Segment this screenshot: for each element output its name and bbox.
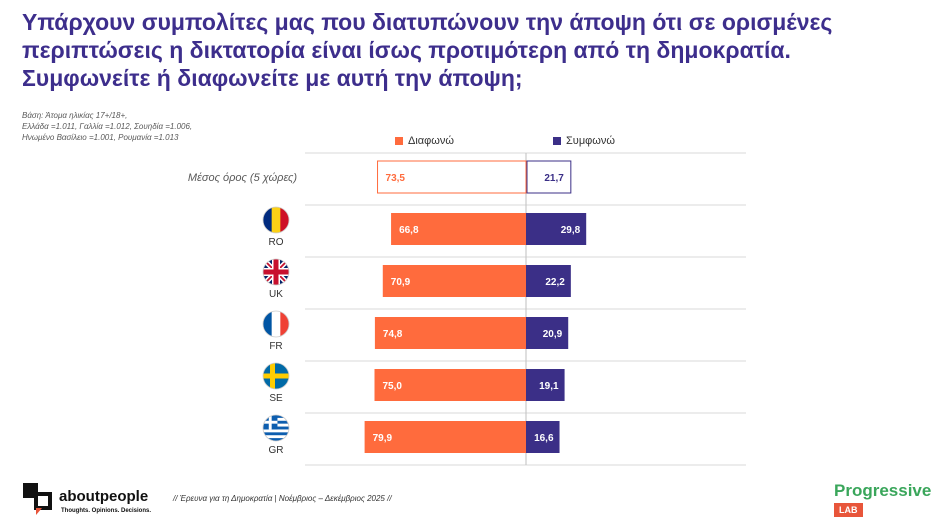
bar-agree-5: [526, 421, 560, 453]
category-label-5: GR: [269, 445, 284, 456]
brand-about: about: [59, 488, 100, 505]
bar-agree-4: [526, 369, 565, 401]
data-label-disagree-3: 74,8: [383, 329, 403, 340]
data-label-disagree-2: 70,9: [391, 277, 411, 288]
data-label-agree-2: 22,2: [545, 277, 565, 288]
brand-people: people: [99, 488, 149, 505]
data-label-disagree-1: 66,8: [399, 225, 419, 236]
survey-note: // Έρευνα για τη Δημοκρατία | Νοέμβριος …: [173, 494, 392, 503]
bar-disagree-0: [377, 160, 527, 194]
base-line-1: Βάση: Άτομα ηλικίας 17+/18+,: [22, 111, 128, 120]
bar-agree-1: [526, 213, 587, 245]
bar-agree-3: [526, 317, 569, 349]
base-line-2: Ελλάδα =1.011, Γαλλία =1.012, Σουηδία =1…: [22, 122, 193, 131]
data-label-disagree-5: 79,9: [373, 433, 393, 444]
france-flag-icon: [262, 310, 290, 338]
data-label-agree-4: 19,1: [539, 381, 559, 392]
chart-title: Υπάρχουν συμπολίτες μας που διατυπώνουν …: [22, 8, 922, 92]
legend-label-agree: Συμφωνώ: [566, 135, 615, 147]
data-label-disagree-4: 75,0: [383, 381, 403, 392]
data-label-agree-5: 16,6: [534, 433, 554, 444]
sample-base-note: Βάση: Άτομα ηλικίας 17+/18+, Ελλάδα =1.0…: [22, 110, 192, 143]
category-label-1: RO: [269, 237, 284, 248]
legend-item-disagree: Διαφωνώ: [395, 135, 454, 147]
sweden-flag-icon: [262, 362, 290, 390]
data-label-disagree-0: 73,5: [386, 173, 406, 184]
data-label-agree-3: 20,9: [543, 329, 563, 340]
uk-flag-icon: [262, 258, 290, 286]
data-label-agree-0: 21,7: [544, 173, 564, 184]
bar-disagree-1: [391, 213, 526, 245]
legend-swatch-agree: [553, 137, 561, 145]
category-label-4: SE: [269, 393, 283, 404]
brand-tagline: Thoughts. Opinions. Decisions.: [61, 508, 152, 514]
category-label-0: Μέσος όρος (5 χώρες): [188, 172, 298, 184]
title-line-2: περιπτώσεις η δικτατορία είναι ίσως προτ…: [22, 37, 791, 63]
bar-disagree-4: [374, 369, 526, 401]
legend-item-agree: Συμφωνώ: [553, 135, 615, 147]
bar-agree-0: [526, 160, 572, 194]
bar-disagree-2: [382, 265, 526, 297]
partner-name: Progressive: [834, 481, 932, 500]
progressive-lab-logo: Progressive LAB: [834, 482, 931, 518]
title-line-3: Συμφωνείτε ή διαφωνείτε με αυτή την άποψ…: [22, 65, 523, 91]
legend-label-disagree: Διαφωνώ: [408, 135, 454, 147]
category-label-3: FR: [269, 341, 282, 352]
bar-disagree-5: [364, 421, 526, 453]
bar-agree-2: [526, 265, 571, 297]
data-label-agree-1: 29,8: [561, 225, 581, 236]
aboutpeople-mark-icon: [23, 483, 52, 515]
greece-flag-icon: [262, 414, 290, 442]
base-line-3: Ηνωμένο Βασίλειο =1.001, Ρουμανία =1.013: [22, 133, 179, 142]
romania-flag-icon: [262, 206, 290, 234]
category-label-2: UK: [269, 289, 283, 300]
partner-lab: LAB: [834, 503, 863, 517]
title-line-1: Υπάρχουν συμπολίτες μας που διατυπώνουν …: [22, 9, 833, 35]
legend-swatch-disagree: [395, 137, 403, 145]
bar-disagree-3: [374, 317, 526, 349]
